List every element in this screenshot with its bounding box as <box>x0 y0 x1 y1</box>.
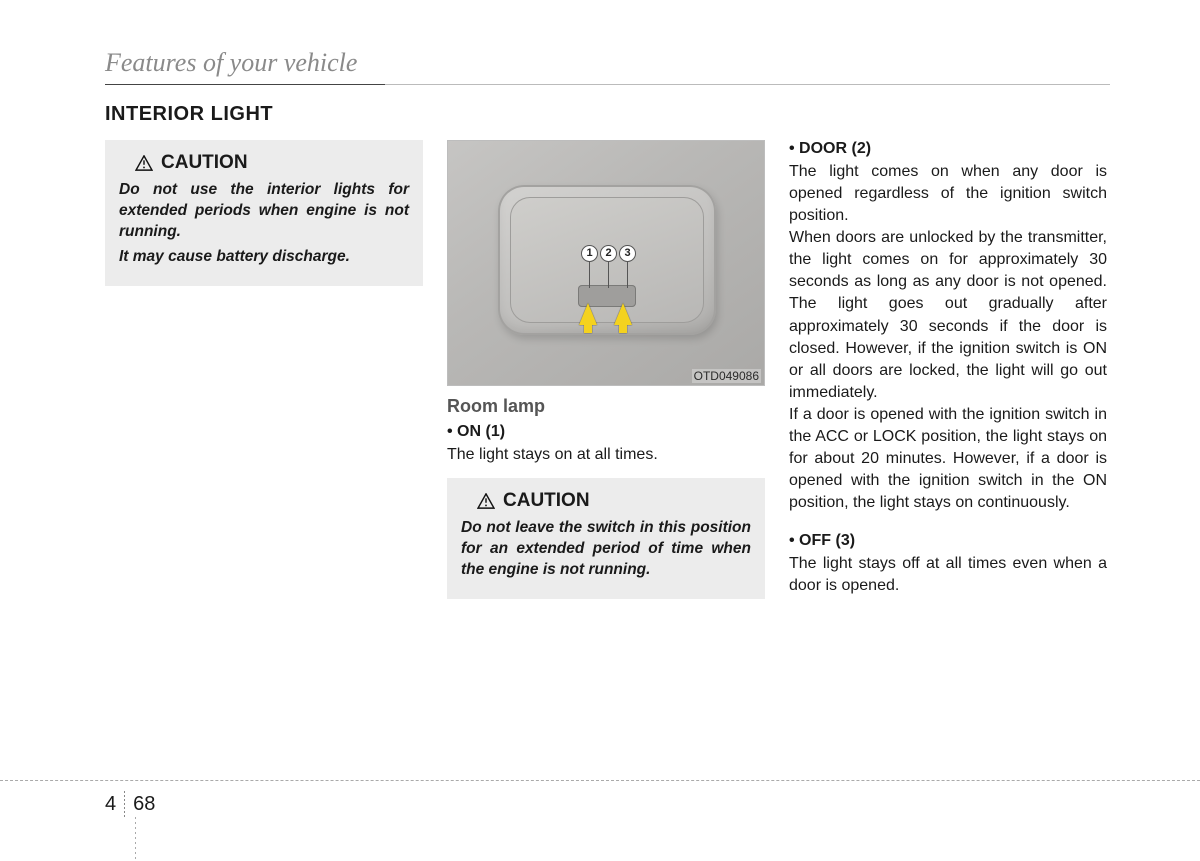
page-number: 4 68 <box>105 791 155 817</box>
on-heading: • ON (1) <box>447 423 765 441</box>
header-rule <box>105 84 1110 85</box>
off-text: The light stays off at all times even wh… <box>789 553 1107 597</box>
figure-code: OTD049086 <box>692 369 761 383</box>
callout-2: 2 <box>600 245 617 262</box>
callout-1: 1 <box>581 245 598 262</box>
door-p3: If a door is opened with the ignition sw… <box>789 404 1107 514</box>
caution1-line1: Do not use the interior lights for exten… <box>119 180 409 243</box>
door-p1: The light comes on when any door is open… <box>789 161 1107 227</box>
callout-lead-2 <box>608 262 609 288</box>
section-title: INTERIOR LIGHT <box>105 103 1110 126</box>
column-2: 1 2 3 OTD049086 Room lamp • ON (1) The l… <box>447 140 765 613</box>
room-lamp-figure: 1 2 3 OTD049086 <box>447 140 765 386</box>
caution-label: CAUTION <box>161 152 248 174</box>
callout-lead-1 <box>589 262 590 288</box>
chapter-number: 4 <box>105 793 124 816</box>
caution-box-1: CAUTION Do not use the interior lights f… <box>105 140 423 286</box>
warning-triangle-icon <box>477 493 495 509</box>
off-heading: • OFF (3) <box>789 532 1107 550</box>
arrow-icon-2 <box>614 303 632 325</box>
caution-label: CAUTION <box>503 490 590 512</box>
caution-box-2: CAUTION Do not leave the switch in this … <box>447 478 765 599</box>
door-heading: • DOOR (2) <box>789 140 1107 158</box>
callout-lead-3 <box>627 262 628 288</box>
on-text: The light stays on at all times. <box>447 444 765 466</box>
page-no: 68 <box>125 793 155 816</box>
caution2-text: Do not leave the switch in this position… <box>461 518 751 581</box>
door-p2: When doors are unlocked by the transmitt… <box>789 227 1107 404</box>
caution1-line2: It may cause battery discharge. <box>119 247 409 268</box>
column-3: • DOOR (2) The light comes on when any d… <box>789 140 1107 613</box>
arrow-icon-1 <box>579 303 597 325</box>
chapter-header: Features of your vehicle <box>105 48 1110 78</box>
callout-3: 3 <box>619 245 636 262</box>
warning-triangle-icon <box>135 155 153 171</box>
room-lamp-heading: Room lamp <box>447 396 765 417</box>
column-1: CAUTION Do not use the interior lights f… <box>105 140 423 613</box>
corner-dash <box>135 817 136 861</box>
footer-rule <box>0 780 1200 781</box>
